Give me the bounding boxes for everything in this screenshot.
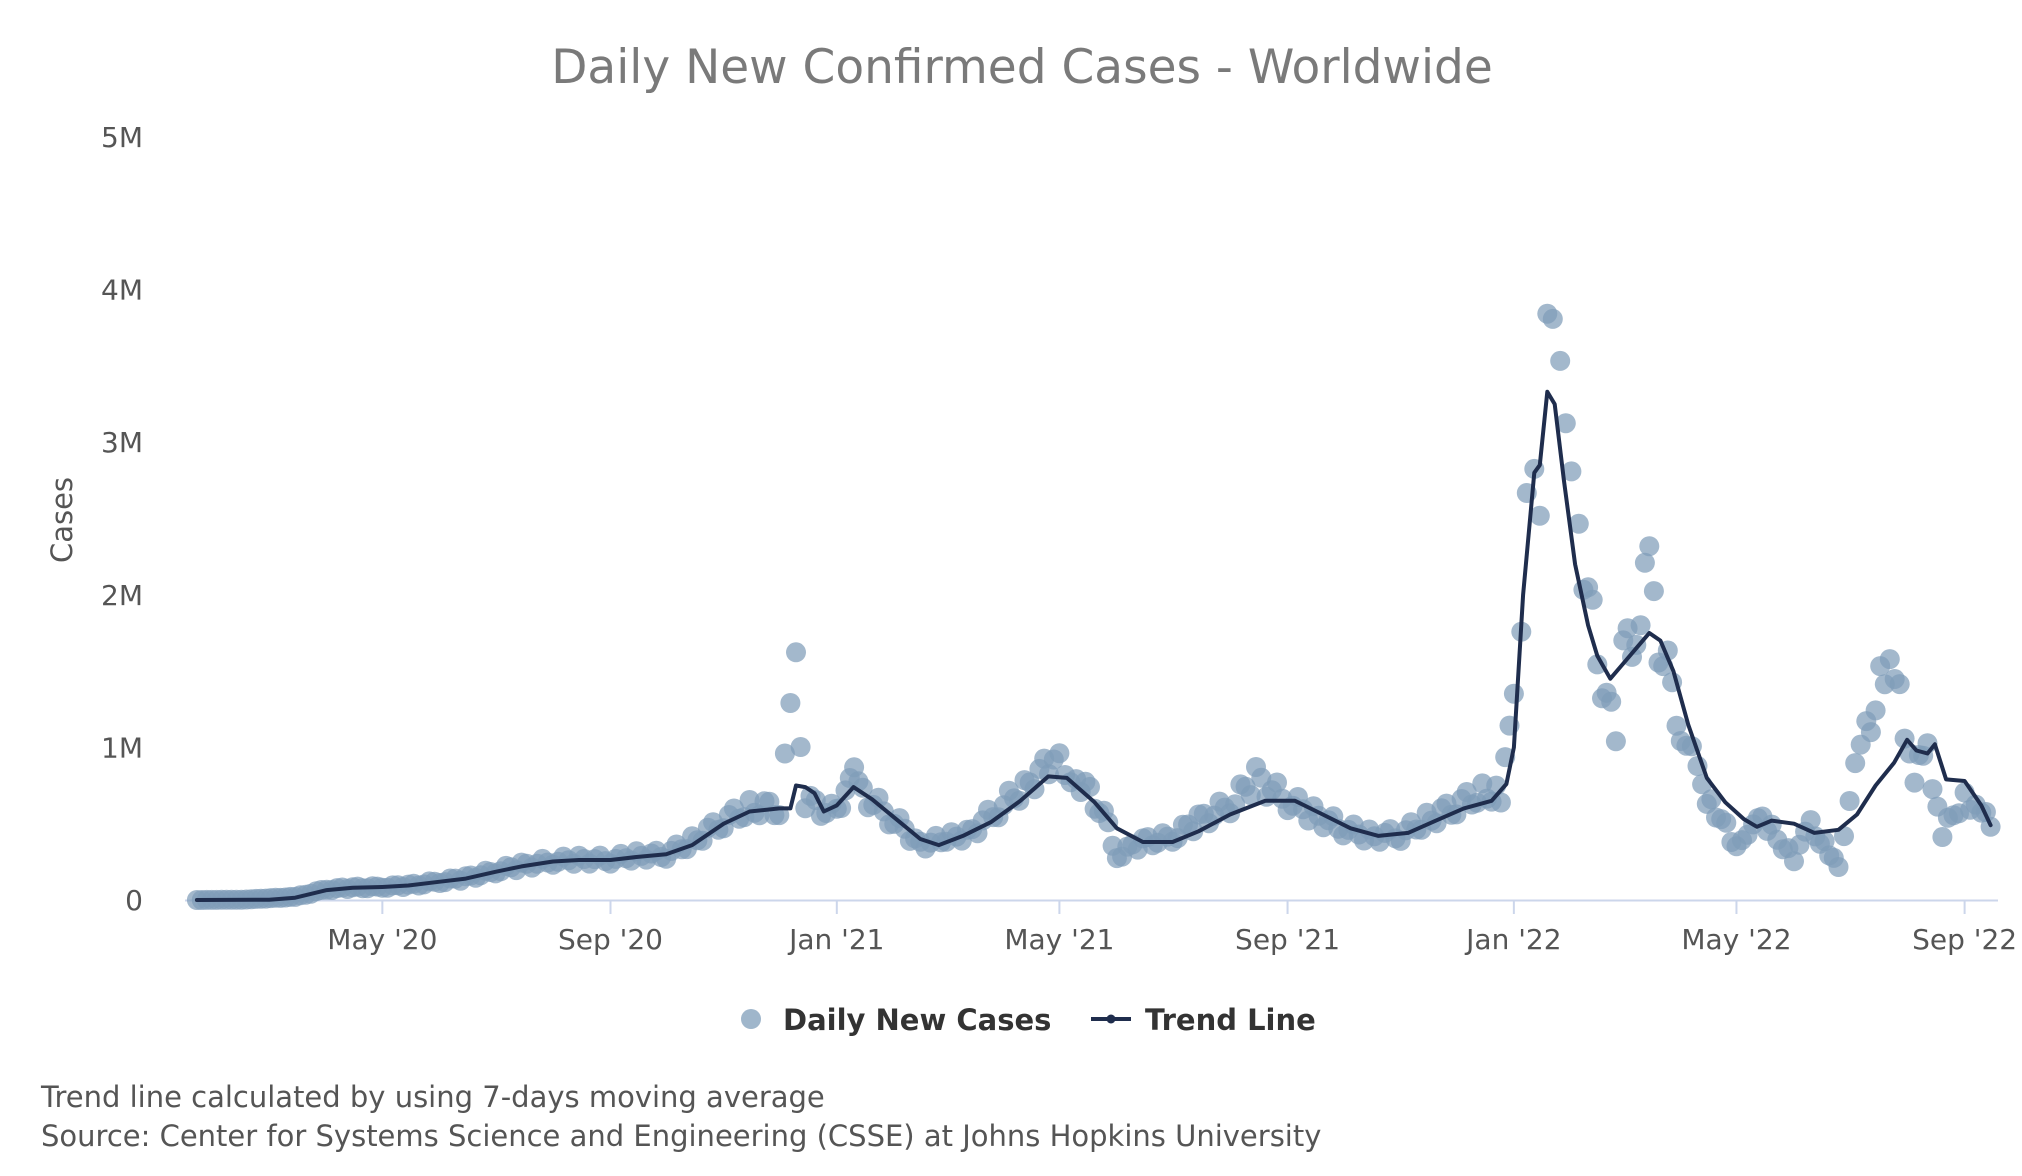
scatter-point [1267,772,1287,793]
x-axis: May '20 Sep '20 Jan '21 May '21 Sep '21 Jan '… [185,899,2017,956]
x-tick-label: May '22 [1681,923,1791,956]
scatter-point [1634,552,1655,573]
footnote-source: Source: Center for Systems Science and E… [41,1119,1322,1153]
scatter-point [1865,700,1886,721]
x-tick-label: Jan '22 [1464,923,1561,956]
scatter-point [790,737,811,757]
scatter-point [1555,413,1576,434]
y-axis-title: Cases [45,477,79,563]
scatter-point [1568,513,1589,534]
scatter-point [1845,753,1866,774]
scatter-point [1716,812,1737,833]
scatter-point [774,743,795,764]
legend-item-daily-new-cases[interactable]: Daily New Cases [741,1003,1051,1037]
scatter-series [186,303,2001,910]
y-tick-label: 2M [101,579,143,612]
scatter-point [1639,536,1660,557]
scatter-point [1784,851,1804,872]
y-tick-label: 5M [101,121,143,154]
y-tick-label: 1M [101,731,143,764]
x-tick-label: Sep '22 [1912,923,2017,956]
legend-label-trend[interactable]: Trend Line [1145,1003,1316,1037]
scatter-point [1922,779,1943,800]
y-tick-label: 4M [101,274,143,307]
footnote-method: Trend line calculated by using 7-days mo… [41,1080,825,1114]
scatter-point [1701,789,1722,810]
scatter-point [1582,589,1603,610]
chart-title: Daily New Confirmed Cases - Worldwide [551,40,1493,95]
scatter-point [1240,785,1261,806]
scatter-point [1643,581,1664,602]
scatter-point [1828,857,1849,877]
y-tick-label: 3M [101,426,143,459]
scatter-point [1605,731,1626,752]
scatter-point [831,798,852,818]
scatter-point [1666,715,1687,736]
legend-marker-trend-dot [1106,1014,1116,1024]
scatter-point [1049,743,1070,764]
x-tick-label: Sep '20 [558,923,663,956]
scatter-point [1860,722,1881,743]
legend[interactable]: Daily New Cases Trend Line [741,1003,1316,1037]
x-tick-label: May '20 [327,923,437,956]
scatter-point [1889,674,1910,695]
scatter-point [1503,683,1524,704]
scatter-point [1630,615,1651,636]
x-tick-label: Jan '21 [787,923,884,956]
x-tick-label: Sep '21 [1235,923,1340,956]
x-tick-label: May '21 [1004,923,1114,956]
legend-marker-daily [741,1009,761,1029]
scatter-point [1601,691,1622,712]
scatter-point [1561,461,1582,482]
scatter-point [1800,810,1821,831]
scatter-point [1904,772,1925,793]
scatter-point [852,777,873,798]
scatter-point [1542,308,1563,329]
scatter-point [1529,505,1550,526]
scatter-point [1550,350,1571,371]
legend-item-trend-line[interactable]: Trend Line [1091,1003,1316,1037]
scatter-point [1932,827,1953,847]
scatter-point [1098,812,1119,833]
trend-line [194,389,1993,902]
y-axis-ticks: 0 1M 2M 3M 4M 5M [101,121,143,917]
legend-label-daily[interactable]: Daily New Cases [783,1003,1051,1037]
scatter-point [1879,649,1900,670]
scatter-point [786,642,806,663]
trend-series [194,389,1993,902]
scatter-point [1587,654,1608,675]
y-tick-label: 0 [125,884,143,917]
scatter-point [1839,791,1860,811]
scatter-point [780,693,801,713]
